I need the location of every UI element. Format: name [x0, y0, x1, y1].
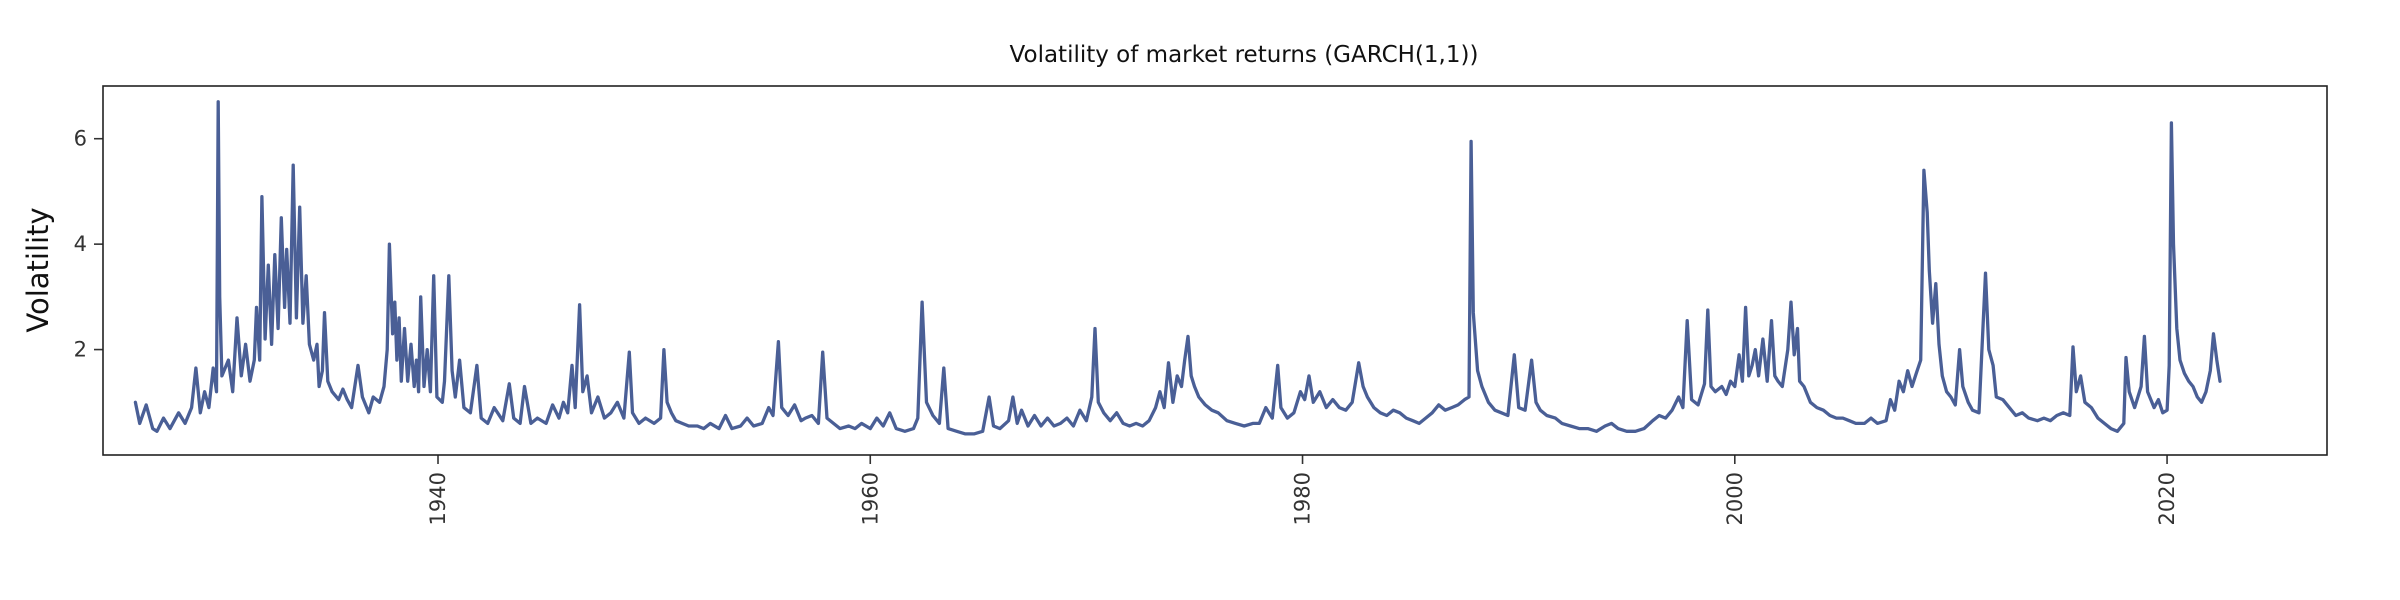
plot-frame [102, 85, 2328, 456]
y-tick-label: 2 [74, 338, 87, 362]
x-tick-label: 2000 [1723, 472, 1747, 525]
volatility-series-line [133, 100, 2222, 436]
y-tick-label: 4 [74, 232, 87, 256]
y-axis-label: Volatility [21, 207, 55, 332]
x-tick-label: 1940 [426, 472, 450, 525]
y-axis-ticks: 2 4 6 [74, 127, 103, 362]
y-tick-label: 6 [74, 127, 87, 151]
plot-series [133, 100, 2222, 436]
x-tick-label: 2020 [2155, 472, 2179, 525]
x-axis-ticks: 1940 1960 1980 2000 2020 [426, 455, 2179, 525]
x-tick-label: 1980 [1291, 472, 1315, 525]
chart-title: Volatility of market returns (GARCH(1,1)… [1010, 42, 1479, 68]
x-tick-label: 1960 [858, 472, 882, 525]
